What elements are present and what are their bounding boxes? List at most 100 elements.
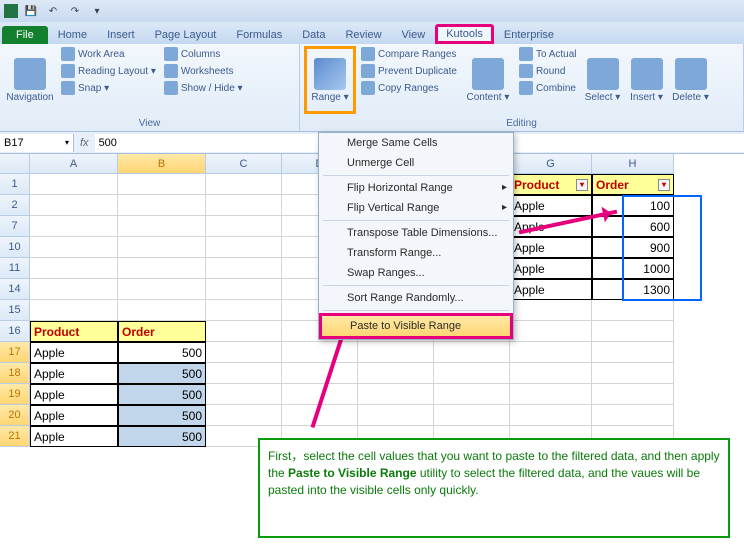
col-C[interactable]: C [206, 154, 282, 174]
cell-E18[interactable] [358, 363, 434, 384]
col-H[interactable]: H [592, 154, 674, 174]
cell-G1[interactable]: Product▾ [510, 174, 592, 195]
row-header-15[interactable]: 15 [0, 300, 30, 321]
tab-data[interactable]: Data [292, 26, 335, 44]
cell-B7[interactable] [118, 216, 206, 237]
cell-H15[interactable] [592, 300, 674, 321]
cell-H18[interactable] [592, 363, 674, 384]
cell-C16[interactable] [206, 321, 282, 342]
cell-G11[interactable]: Apple [510, 258, 592, 279]
work-area-button[interactable]: Work Area [58, 46, 159, 62]
qat-save-button[interactable]: 💾 [22, 3, 40, 19]
qat-undo-button[interactable]: ↶ [44, 3, 62, 19]
menu-flip-vertical[interactable]: Flip Vertical Range [319, 198, 513, 218]
cell-C17[interactable] [206, 342, 282, 363]
cell-C2[interactable] [206, 195, 282, 216]
cell-F20[interactable] [434, 405, 510, 426]
cell-B19[interactable]: 500 [118, 384, 206, 405]
menu-flip-horizontal[interactable]: Flip Horizontal Range [319, 178, 513, 198]
name-box[interactable]: B17 ▾ [0, 134, 74, 152]
combine-button[interactable]: Combine [516, 80, 580, 96]
tab-kutools[interactable]: Kutools [435, 24, 494, 44]
cell-A2[interactable] [30, 195, 118, 216]
row-header-7[interactable]: 7 [0, 216, 30, 237]
cell-H14[interactable]: 1300 [592, 279, 674, 300]
navigation-button[interactable]: Navigation [4, 46, 56, 114]
cell-A11[interactable] [30, 258, 118, 279]
menu-swap-ranges[interactable]: Swap Ranges... [319, 263, 513, 283]
copy-ranges-button[interactable]: Copy Ranges [358, 80, 460, 96]
range-button[interactable]: Range ▾ [304, 46, 356, 114]
tab-page-layout[interactable]: Page Layout [145, 26, 227, 44]
cell-G18[interactable] [510, 363, 592, 384]
cell-A7[interactable] [30, 216, 118, 237]
cell-A15[interactable] [30, 300, 118, 321]
cell-G16[interactable] [510, 321, 592, 342]
cell-A16[interactable]: Product [30, 321, 118, 342]
cell-B18[interactable]: 500 [118, 363, 206, 384]
menu-transpose[interactable]: Transpose Table Dimensions... [319, 223, 513, 243]
cell-A21[interactable]: Apple [30, 426, 118, 447]
menu-transform-range[interactable]: Transform Range... [319, 243, 513, 263]
select-all-corner[interactable] [0, 154, 30, 174]
to-actual-button[interactable]: To Actual [516, 46, 580, 62]
snap-button[interactable]: Snap ▾ [58, 80, 159, 96]
cell-G17[interactable] [510, 342, 592, 363]
cell-A20[interactable]: Apple [30, 405, 118, 426]
cell-B20[interactable]: 500 [118, 405, 206, 426]
cell-C7[interactable] [206, 216, 282, 237]
cell-B10[interactable] [118, 237, 206, 258]
cell-H10[interactable]: 900 [592, 237, 674, 258]
cell-C1[interactable] [206, 174, 282, 195]
qat-redo-button[interactable]: ↷ [66, 3, 84, 19]
cell-B15[interactable] [118, 300, 206, 321]
tab-insert[interactable]: Insert [97, 26, 145, 44]
tab-formulas[interactable]: Formulas [226, 26, 292, 44]
cell-H11[interactable]: 1000 [592, 258, 674, 279]
menu-merge-same-cells[interactable]: Merge Same Cells [319, 133, 513, 153]
select-button[interactable]: Select ▾ [582, 46, 624, 114]
cell-H20[interactable] [592, 405, 674, 426]
compare-ranges-button[interactable]: Compare Ranges [358, 46, 460, 62]
row-header-1[interactable]: 1 [0, 174, 30, 195]
col-B[interactable]: B [118, 154, 206, 174]
cell-C10[interactable] [206, 237, 282, 258]
row-header-16[interactable]: 16 [0, 321, 30, 342]
cell-F19[interactable] [434, 384, 510, 405]
cell-A18[interactable]: Apple [30, 363, 118, 384]
menu-unmerge-cell[interactable]: Unmerge Cell [319, 153, 513, 173]
row-header-2[interactable]: 2 [0, 195, 30, 216]
menu-paste-to-visible-range[interactable]: Paste to Visible Range [322, 316, 510, 336]
round-button[interactable]: Round [516, 63, 580, 79]
cell-B17[interactable]: 500 [118, 342, 206, 363]
show-hide-button[interactable]: Show / Hide ▾ [161, 80, 246, 96]
row-header-21[interactable]: 21 [0, 426, 30, 447]
col-A[interactable]: A [30, 154, 118, 174]
cell-C18[interactable] [206, 363, 282, 384]
row-header-20[interactable]: 20 [0, 405, 30, 426]
cell-E20[interactable] [358, 405, 434, 426]
row-header-10[interactable]: 10 [0, 237, 30, 258]
row-header-19[interactable]: 19 [0, 384, 30, 405]
tab-file[interactable]: File [2, 26, 48, 44]
cell-A10[interactable] [30, 237, 118, 258]
content-button[interactable]: Content ▾ [462, 46, 514, 114]
cell-H16[interactable] [592, 321, 674, 342]
cell-H17[interactable] [592, 342, 674, 363]
cell-B14[interactable] [118, 279, 206, 300]
cell-G15[interactable] [510, 300, 592, 321]
col-G[interactable]: G [510, 154, 592, 174]
menu-sort-randomly[interactable]: Sort Range Randomly... [319, 288, 513, 308]
tab-review[interactable]: Review [335, 26, 391, 44]
insert-button[interactable]: Insert ▾ [626, 46, 668, 114]
cell-A17[interactable]: Apple [30, 342, 118, 363]
cell-G10[interactable]: Apple [510, 237, 592, 258]
delete-button[interactable]: Delete ▾ [670, 46, 712, 114]
cell-B2[interactable] [118, 195, 206, 216]
cell-G19[interactable] [510, 384, 592, 405]
cell-E17[interactable] [358, 342, 434, 363]
qat-customize-button[interactable]: ▾ [88, 3, 106, 19]
cell-G20[interactable] [510, 405, 592, 426]
cell-C20[interactable] [206, 405, 282, 426]
cell-A14[interactable] [30, 279, 118, 300]
